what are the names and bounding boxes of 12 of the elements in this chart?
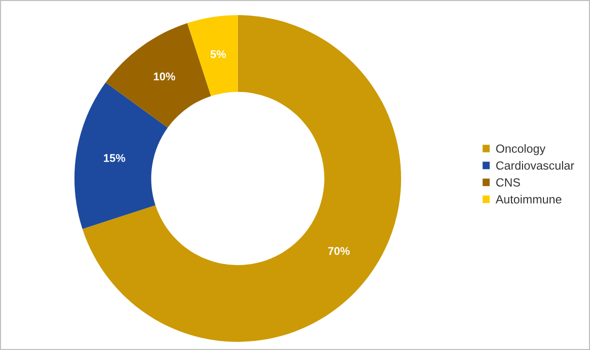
donut-slice <box>82 15 402 342</box>
legend-label: CNS <box>496 178 520 187</box>
legend-label: Oncology <box>496 144 546 156</box>
legend-label: Autoimmune <box>496 194 562 204</box>
donut-slice <box>106 23 212 128</box>
data-label: 5% <box>210 50 226 58</box>
data-label: 10% <box>154 72 176 80</box>
donut-slice <box>187 15 238 96</box>
data-label: 70% <box>328 247 350 255</box>
legend-label: Cardiovascular <box>496 161 574 170</box>
donut-slice <box>74 82 168 229</box>
data-label: 15% <box>104 154 126 162</box>
